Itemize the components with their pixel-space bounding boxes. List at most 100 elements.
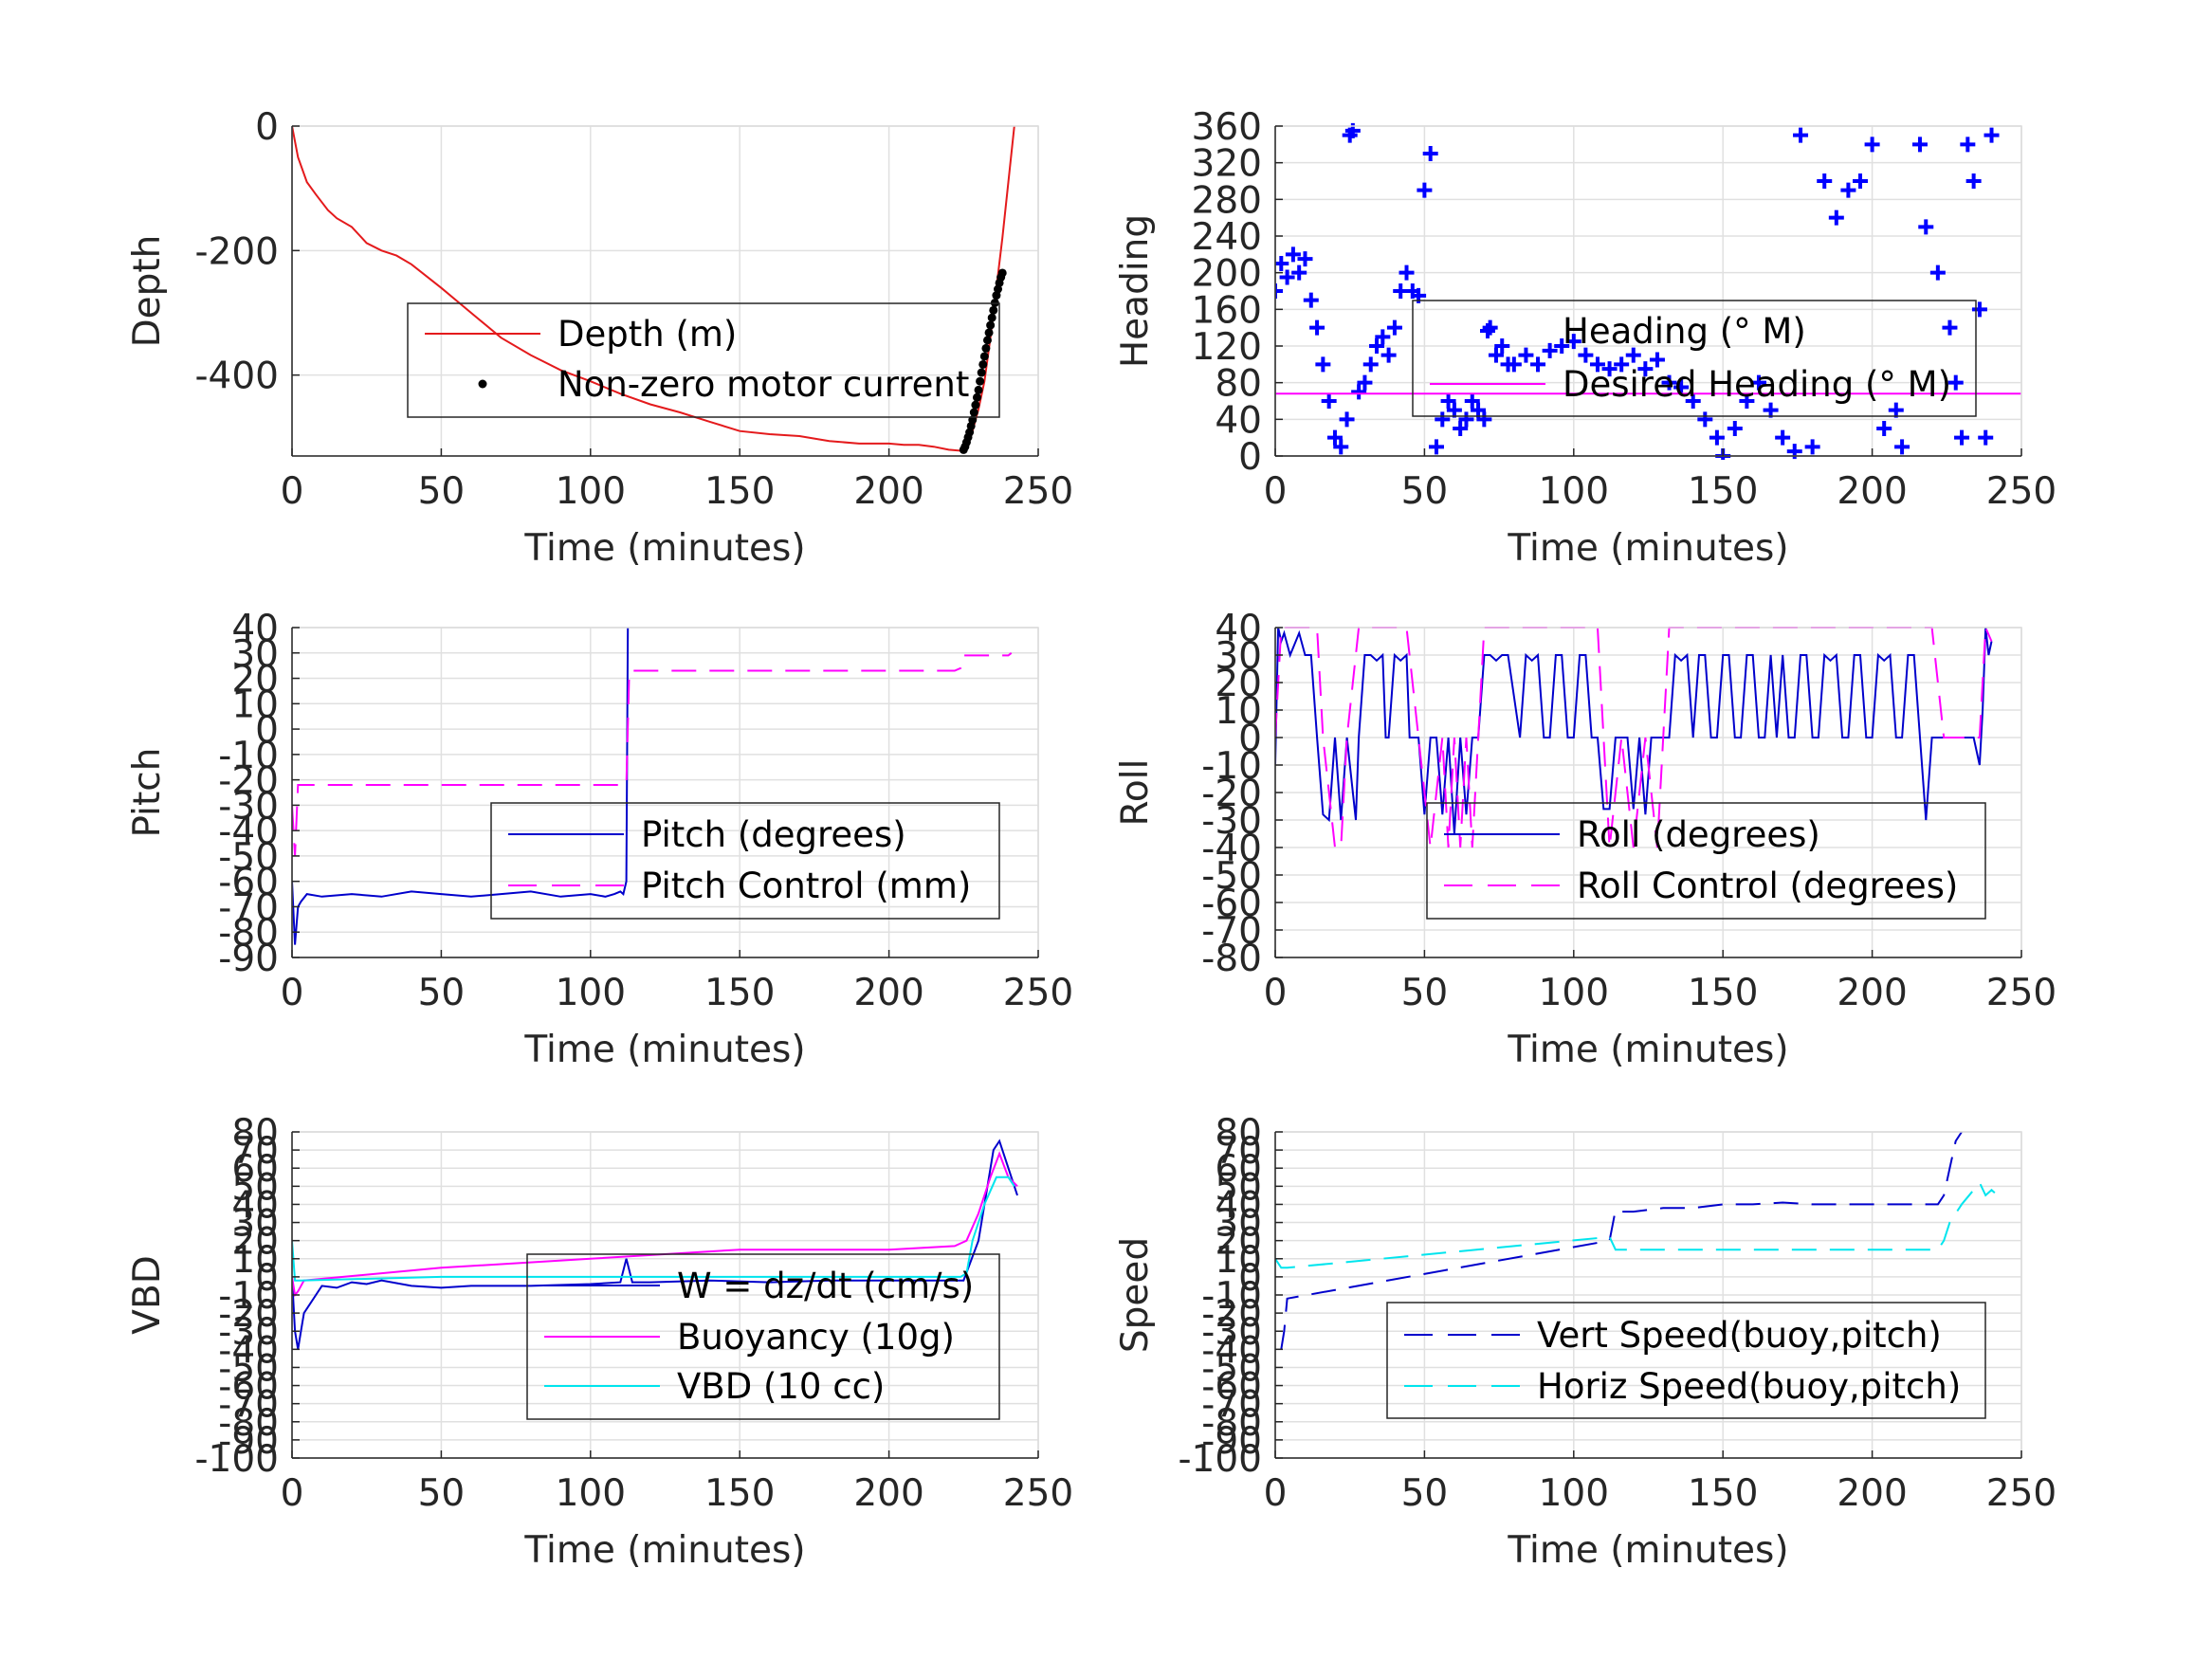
heading-series-0-point (1750, 374, 1766, 391)
heading-series-0-point (1297, 251, 1313, 267)
heading-legend-box (1412, 300, 1977, 417)
heading-series-0-point (1894, 439, 1910, 455)
speed-legend-box (1386, 1302, 1986, 1419)
pitch-x-tick-label: 150 (704, 972, 775, 1014)
vbd-x-label: Time (minutes) (523, 1529, 805, 1572)
heading-series-0-point (1727, 421, 1743, 436)
heading-y-tick-label: 320 (1192, 143, 1262, 186)
vbd-y-tick-label: -80 (218, 1402, 279, 1445)
depth-y-label: Depth (126, 235, 169, 348)
heading-series-0-point (1309, 319, 1325, 336)
vbd-y-tick-label: -40 (218, 1329, 279, 1372)
heading-series-0-point (1488, 347, 1504, 363)
depth-legend: Depth (m) Non-zero motor current (407, 302, 1000, 418)
heading-series-0-point (1673, 379, 1690, 395)
heading-y-tick-label: 40 (1215, 399, 1262, 442)
heading-series-0-point (1965, 173, 1982, 189)
depth-series-1-point (997, 268, 1007, 278)
heading-series-0-point (1375, 329, 1391, 345)
depth-series-1-point (979, 352, 989, 361)
heading-series-0-point (1929, 264, 1946, 281)
depth-x-tick-label: 50 (418, 470, 466, 513)
speed-series-group (1275, 1131, 1999, 1350)
pitch-y-tick-label: -50 (218, 836, 279, 879)
heading-series-0-point (1828, 210, 1844, 226)
roll-x-tick-label: 0 (1264, 972, 1288, 1014)
depth-x-tick-label: 150 (704, 470, 775, 513)
speed-y-tick-label: 30 (1215, 1203, 1262, 1246)
heading-series-0-point (1482, 319, 1498, 336)
heading-series-0-point (1971, 301, 1987, 318)
vbd-y-tick-label: -60 (218, 1366, 279, 1409)
heading-series-0-point (1530, 356, 1546, 373)
vbd-y-tick-label: 20 (231, 1221, 279, 1264)
heading-series-0-point (1275, 283, 1283, 299)
roll-y-tick-label: 0 (1238, 718, 1262, 760)
heading-series-0-point (1578, 347, 1594, 363)
vbd-y-tick-label: 40 (231, 1184, 279, 1227)
vbd-y-tick-label: 60 (231, 1148, 279, 1191)
heading-series-0-point (1661, 374, 1677, 391)
depth-legend-item-1-label: Non-zero motor current (558, 364, 969, 405)
roll-series-0-line (1275, 627, 1993, 834)
depth-series-1-point (989, 305, 998, 315)
heading-series-0-point (1422, 146, 1438, 161)
speed-y-tick-label: -40 (1201, 1329, 1262, 1372)
heading-series-0-point (1291, 264, 1307, 281)
heading-series-0-point (1739, 393, 1755, 409)
roll-y-tick-label: 30 (1215, 635, 1262, 678)
pitch-y-tick-label: -80 (218, 912, 279, 955)
vbd-x-tick-label: 100 (556, 1472, 626, 1515)
speed-y-tick-label: -50 (1201, 1347, 1262, 1390)
roll-y-tick-label: 20 (1215, 663, 1262, 705)
vbd-y-tick-label: 50 (231, 1166, 279, 1209)
vbd-panel: 0 50 100 150 200 25080706050403020100-10-20-3… (126, 1112, 1073, 1572)
pitch-y-tick-label: -40 (218, 811, 279, 853)
roll-panel: 0 50 100 150 200 250403020100-10-20-30-40-50-… (1114, 608, 2057, 1071)
heading-series-0-point (1303, 292, 1319, 308)
roll-x-tick-label: 50 (1401, 972, 1449, 1014)
roll-x-tick-label: 200 (1837, 972, 1907, 1014)
pitch-series-0-line (292, 627, 630, 945)
heading-y-tick-label: 0 (1238, 436, 1262, 479)
pitch-y-tick-label: -90 (218, 938, 279, 980)
pitch-legend-item-0-label: Pitch (degrees) (641, 814, 906, 855)
heading-x-tick-label: 250 (1986, 470, 2057, 513)
heading-series-0-point (1876, 421, 1892, 436)
heading-series-0-point (1793, 127, 1809, 143)
heading-series-0-point (1428, 439, 1444, 455)
heading-series-0-point (1471, 402, 1487, 418)
heading-series-0-point (1775, 429, 1791, 446)
pitch-x-tick-label: 200 (853, 972, 923, 1014)
heading-y-tick-label: 240 (1192, 216, 1262, 259)
speed-y-tick-label: -90 (1201, 1420, 1262, 1463)
roll-y-tick-label: -60 (1201, 883, 1262, 925)
heading-series-0-point (1589, 356, 1605, 373)
heading-series-0-point (1417, 182, 1433, 198)
pitch-y-label: Pitch (126, 748, 169, 838)
depth-series-1-point (974, 385, 983, 394)
pitch-series-group (292, 627, 1013, 945)
speed-x-tick-label: 200 (1837, 1472, 1907, 1515)
depth-series-1-point (982, 336, 992, 345)
vbd-y-tick-label: -20 (218, 1293, 279, 1336)
depth-legend-item-0-label: Depth (m) (558, 314, 737, 355)
heading-panel: 0 50 100 150 200 2500408012016020024028032036… (1114, 106, 2057, 570)
heading-series-0-point (1960, 137, 1976, 153)
heading-series-0-point (1357, 374, 1373, 391)
heading-series-0-point (1542, 342, 1558, 358)
speed-x-tick-label: 100 (1539, 1472, 1609, 1515)
vbd-y-label: VBD (126, 1255, 169, 1334)
heading-series-0-point (1804, 439, 1820, 455)
heading-series-0-point (1942, 319, 1958, 336)
vbd-legend-box (526, 1253, 1000, 1420)
pitch-panel: 0 50 100 150 200 250403020100-10-20-30-40-50-… (126, 608, 1073, 1071)
vbd-series-0-line (292, 1139, 1018, 1350)
heading-series-0-point (1446, 402, 1462, 418)
vbd-y-tick-label: 80 (231, 1112, 279, 1155)
vbd-y-tick-label: 70 (231, 1130, 279, 1173)
pitch-y-tick-label: -10 (218, 735, 279, 777)
pitch-y-tick-label: 20 (231, 659, 279, 702)
depth-series-1-point (987, 313, 996, 322)
